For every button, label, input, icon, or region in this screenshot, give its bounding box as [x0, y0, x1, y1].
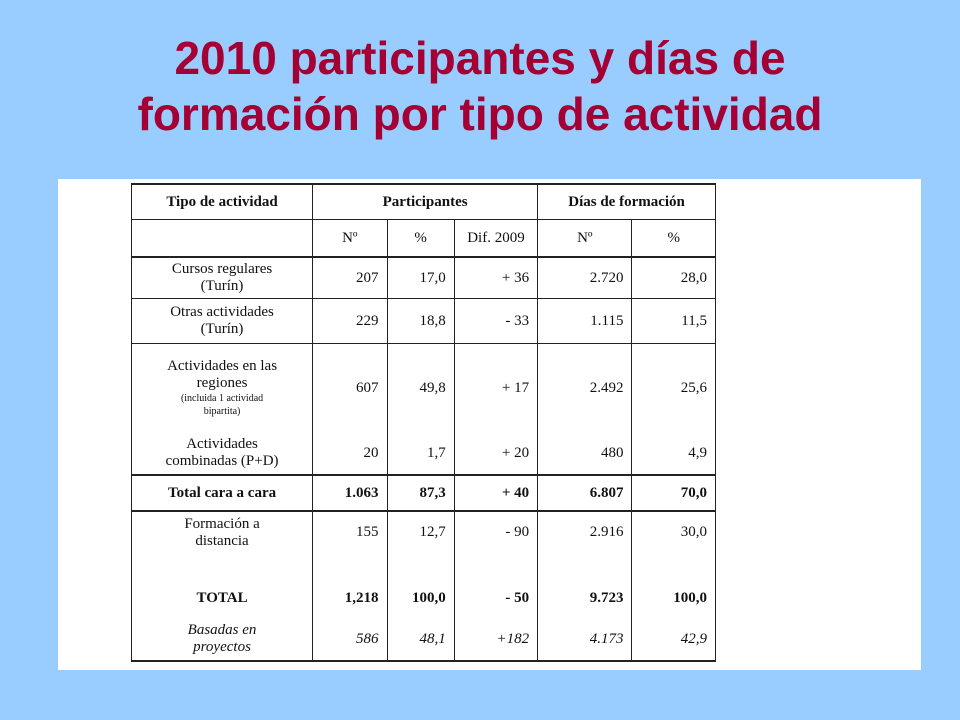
cell-num: 607 — [312, 343, 388, 432]
cell-pct: 17,0 — [386, 257, 455, 299]
subheader-row: Nº % Dif. 2009 Nº % — [130, 219, 716, 258]
cell-num: 1,218 — [312, 578, 388, 618]
row-label-line-2: distancia — [195, 533, 249, 549]
table-row: Cursos regulares (Turín) 207 17,0 + 36 2… — [130, 257, 716, 299]
table-row: Actividades combinadas (P+D) 20 1,7 + 20… — [130, 432, 716, 476]
cell-dif: +182 — [453, 618, 539, 662]
row-label-note-2: bipartita) — [203, 406, 241, 417]
activity-table: Tipo de actividad Participantes Días de … — [130, 183, 716, 662]
cell-dias-pct: 70,0 — [631, 475, 716, 512]
subheader-blank — [130, 219, 314, 258]
row-label: Actividades combinadas (P+D) — [130, 432, 314, 476]
subheader-dif: Dif. 2009 — [453, 219, 539, 258]
row-label-note-1: (incluida 1 actividad — [180, 393, 264, 404]
header-row: Tipo de actividad Participantes Días de … — [130, 183, 716, 220]
row-label-line-2: (Turín) — [200, 278, 244, 294]
cell-dif: + 40 — [453, 475, 539, 512]
header-participantes: Participantes — [312, 183, 539, 220]
cell-pct: 100,0 — [386, 578, 455, 618]
table-row: Formación a distancia 155 12,7 - 90 2.91… — [130, 511, 716, 578]
row-label: Cursos regulares (Turín) — [130, 257, 314, 299]
header-dias: Días de formación — [537, 183, 716, 220]
cell-dias-num: 2.720 — [537, 257, 633, 299]
subheader-dias-pct: % — [631, 219, 716, 258]
cell-pct: 48,1 — [386, 618, 455, 662]
cell-dias-pct: 28,0 — [631, 257, 716, 299]
cell-dif: - 50 — [453, 578, 539, 618]
table-row-projects: Basadas en proyectos 586 48,1 +182 4.173… — [130, 618, 716, 662]
cell-dias-pct: 11,5 — [631, 298, 716, 344]
cell-dif: + 20 — [453, 432, 539, 476]
row-label: TOTAL — [130, 578, 314, 618]
cell-pct: 1,7 — [386, 432, 455, 476]
cell-dias-pct: 100,0 — [631, 578, 716, 618]
slide-title-line-1: 2010 participantes y días de — [174, 32, 786, 84]
row-label: Formación a distancia — [130, 511, 314, 578]
cell-num: 207 — [312, 257, 388, 299]
row-label-line-1: Basadas en — [187, 622, 257, 638]
row-label-line-1: Actividades — [186, 436, 258, 452]
cell-num: 229 — [312, 298, 388, 344]
cell-dias-pct: 25,6 — [631, 343, 716, 432]
cell-pct: 12,7 — [386, 511, 455, 578]
table-row: Otras actividades (Turín) 229 18,8 - 33 … — [130, 298, 716, 344]
subheader-num: Nº — [312, 219, 388, 258]
cell-dias-num: 9.723 — [537, 578, 633, 618]
cell-dif: + 17 — [453, 343, 539, 432]
row-label-line-2: regiones — [196, 375, 248, 391]
row-label: Otras actividades (Turín) — [130, 298, 314, 344]
cell-pct: 87,3 — [386, 475, 455, 512]
row-label-line-1: Otras actividades — [170, 304, 274, 320]
slide-title: 2010 participantes y días de formación p… — [0, 30, 960, 142]
cell-pct: 49,8 — [386, 343, 455, 432]
row-label: Basadas en proyectos — [130, 618, 314, 662]
header-tipo: Tipo de actividad — [130, 183, 314, 220]
row-label-line-2: proyectos — [193, 639, 251, 655]
row-label-line-1: Actividades en las — [167, 358, 278, 374]
table-panel: Tipo de actividad Participantes Días de … — [58, 179, 921, 670]
table-row: Actividades en las regiones (incluida 1 … — [130, 343, 716, 432]
cell-dias-num: 1.115 — [537, 298, 633, 344]
table-row-subtotal: Total cara a cara 1.063 87,3 + 40 6.807 … — [130, 475, 716, 512]
cell-dias-num: 480 — [537, 432, 633, 476]
row-label-line-2: (Turín) — [200, 321, 244, 337]
cell-dif: - 33 — [453, 298, 539, 344]
row-label-line-1: Formación a — [184, 516, 260, 532]
cell-pct: 18,8 — [386, 298, 455, 344]
row-label-line-2: combinadas (P+D) — [165, 453, 279, 469]
cell-num: 155 — [312, 511, 388, 578]
cell-dif: - 90 — [453, 511, 539, 578]
subheader-dias-num: Nº — [537, 219, 633, 258]
cell-dias-pct: 30,0 — [631, 511, 716, 578]
table-row-total: TOTAL 1,218 100,0 - 50 9.723 100,0 — [130, 578, 716, 618]
row-label: Total cara a cara — [130, 475, 314, 512]
cell-dias-pct: 42,9 — [631, 618, 716, 662]
slide-title-line-2: formación por tipo de actividad — [137, 88, 823, 140]
cell-num: 586 — [312, 618, 388, 662]
row-label: Actividades en las regiones (incluida 1 … — [130, 343, 314, 432]
row-label-line-1: Cursos regulares — [171, 261, 273, 277]
cell-dif: + 36 — [453, 257, 539, 299]
cell-dias-pct: 4,9 — [631, 432, 716, 476]
cell-dias-num: 2.492 — [537, 343, 633, 432]
cell-dias-num: 2.916 — [537, 511, 633, 578]
subheader-pct: % — [386, 219, 455, 258]
cell-dias-num: 4.173 — [537, 618, 633, 662]
cell-dias-num: 6.807 — [537, 475, 633, 512]
cell-num: 20 — [312, 432, 388, 476]
cell-num: 1.063 — [312, 475, 388, 512]
